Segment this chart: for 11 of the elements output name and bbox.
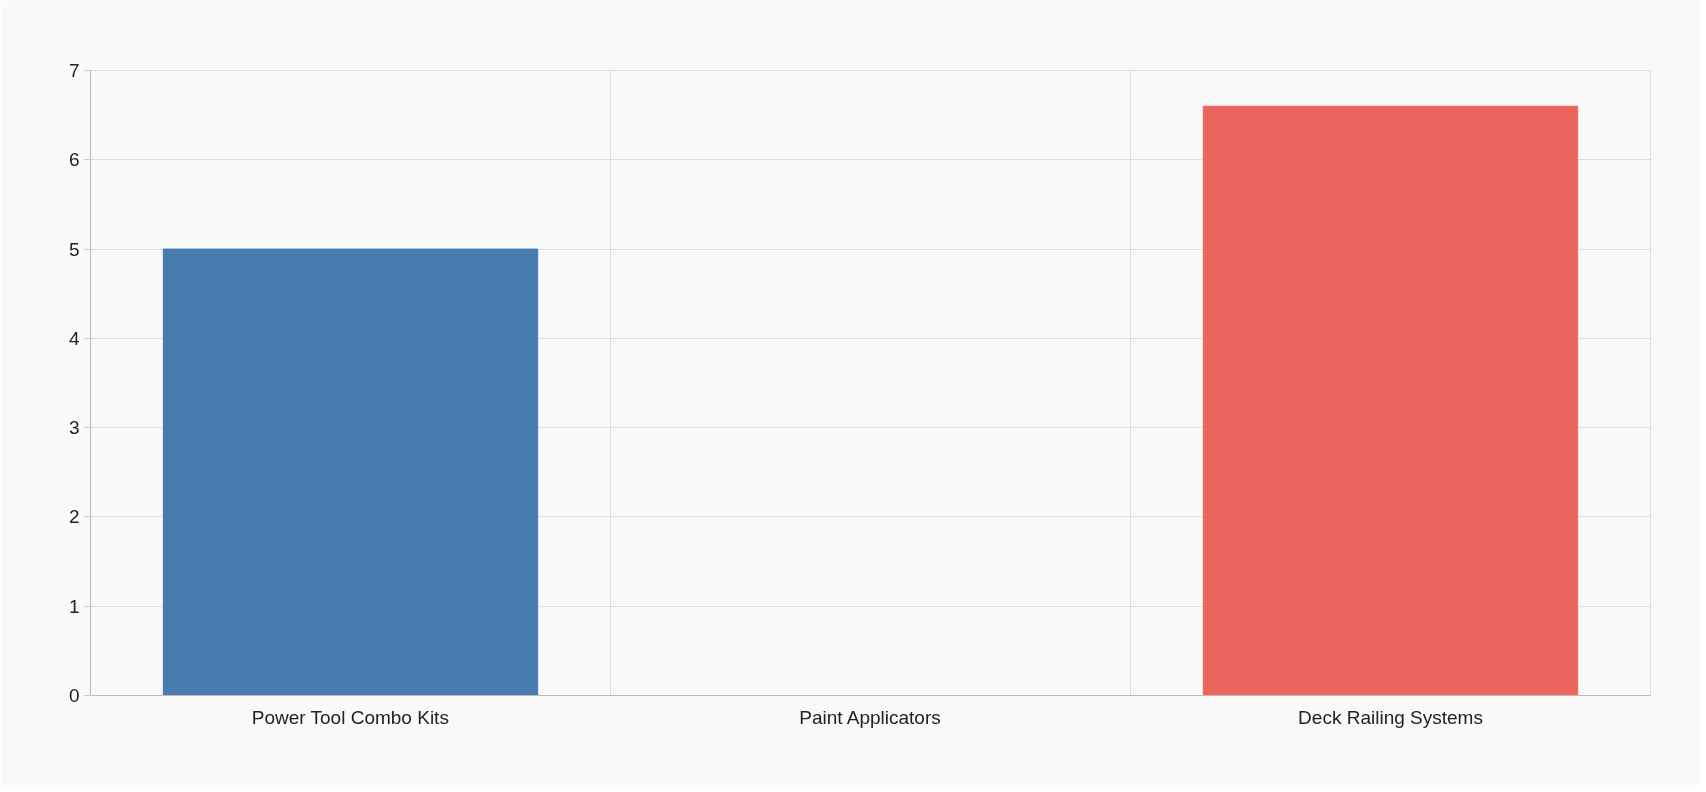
y-tick-label: 7 (68, 60, 80, 81)
y-tick-label: 2 (68, 506, 80, 528)
x-tick-label: Deck Railing Systems (1298, 706, 1483, 728)
y-tick-label: 4 (68, 327, 80, 349)
y-tick-label: 3 (68, 417, 80, 439)
x-tick-label: Paint Applicators (799, 706, 941, 728)
y-tick-label: 0 (68, 685, 80, 706)
y-tick-label: 6 (68, 149, 80, 171)
y-tick-label: 1 (68, 595, 80, 617)
x-tick-label: Power Tool Combo Kits (251, 706, 449, 728)
y-tick-label: 5 (68, 238, 80, 260)
